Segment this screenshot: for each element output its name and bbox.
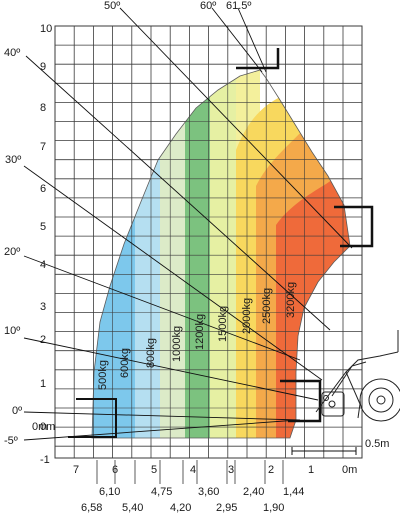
envelope-outline <box>91 69 351 439</box>
y-tick-label: 3 <box>40 301 46 313</box>
y-tick-label: 1 <box>40 378 46 390</box>
reach-label-top: 3,60 <box>198 486 219 498</box>
reach-label-bottom: 4,20 <box>170 502 191 514</box>
y-tick-label: 2 <box>40 334 46 346</box>
angle-label: 61.5º <box>226 0 251 12</box>
reach-label-bottom: 1,90 <box>263 502 284 514</box>
reach-label-top: 4,75 <box>151 486 172 498</box>
y-tick-label: 8 <box>40 102 46 114</box>
fork-top <box>236 48 280 70</box>
y-tick-label: 9 <box>40 61 46 73</box>
load-label-2500kg: 2500kg <box>261 288 273 324</box>
fork-left <box>68 398 117 438</box>
x-tick-label: 7 <box>73 464 79 476</box>
reach-label-top: 1,44 <box>283 486 304 498</box>
y-tick-label: -1 <box>40 454 50 466</box>
boom-angle-line <box>119 7 353 249</box>
load-label-800kg: 800kg <box>145 338 157 368</box>
angle-label: 20º <box>4 246 20 258</box>
x-tick-label: 4 <box>190 464 196 476</box>
angle-label: -5º <box>4 435 18 447</box>
load-label-3200kg: 3200kg <box>285 282 297 318</box>
fork-low <box>280 379 322 423</box>
x-tick-label: 0m <box>342 464 357 476</box>
angle-label: 0º <box>12 405 22 417</box>
boom-angle-line <box>23 165 323 381</box>
angle-label: 50º <box>104 0 120 12</box>
load-label-500kg: 500kg <box>97 360 109 390</box>
chart-labels: 109876543210m-10m76543210m50º60º61.5º40º… <box>4 0 357 514</box>
x-tick-label: 2 <box>268 464 274 476</box>
reach-label-bottom: 6,58 <box>81 502 102 514</box>
x-tick-label: 3 <box>228 464 234 476</box>
reach-label-top: 6,10 <box>99 486 120 498</box>
y-tick-label: 5 <box>40 221 46 233</box>
load-label-2000kg: 2000kg <box>241 298 253 334</box>
load-label-1000kg: 1000kg <box>171 326 183 362</box>
reach-label-bottom: 2,95 <box>216 502 237 514</box>
load-label-1500kg: 1500kg <box>217 306 229 342</box>
load-label-600kg: 600kg <box>119 348 131 378</box>
x-tick-label: 1 <box>308 464 314 476</box>
x-tick-label: 5 <box>151 464 157 476</box>
telehandler-outline <box>68 48 400 455</box>
scale-bar <box>291 447 357 455</box>
load-zone-1200kg <box>210 70 236 438</box>
angle-label: 10º <box>4 325 20 337</box>
fork-mid <box>334 205 374 248</box>
angle-label: 60º <box>200 0 216 12</box>
boom-angle-line <box>211 7 263 73</box>
scale-bar-label: 0.5m <box>365 438 389 450</box>
y-tick-label: 0m <box>40 421 55 433</box>
y-tick-label: 6 <box>40 183 46 195</box>
y-tick-label: 10 <box>40 23 52 35</box>
reach-label-top: 2,40 <box>243 486 264 498</box>
angle-label: 40º <box>4 47 20 59</box>
boom-angle-line <box>23 411 301 421</box>
boom-angle-line <box>25 55 331 331</box>
load-label-1200kg: 1200kg <box>194 314 206 350</box>
y-tick-label: 7 <box>40 141 46 153</box>
reach-label-bottom: 5,40 <box>122 502 143 514</box>
y-origin-label: 0m <box>32 421 47 433</box>
vehicle <box>315 330 400 422</box>
boom-angle-line <box>23 337 319 401</box>
load-zones <box>91 69 351 439</box>
y-tick-label: 4 <box>40 259 46 271</box>
angle-label: 30º <box>5 154 21 166</box>
boom-angle-line <box>23 255 301 361</box>
boom-angle-line <box>237 7 267 73</box>
